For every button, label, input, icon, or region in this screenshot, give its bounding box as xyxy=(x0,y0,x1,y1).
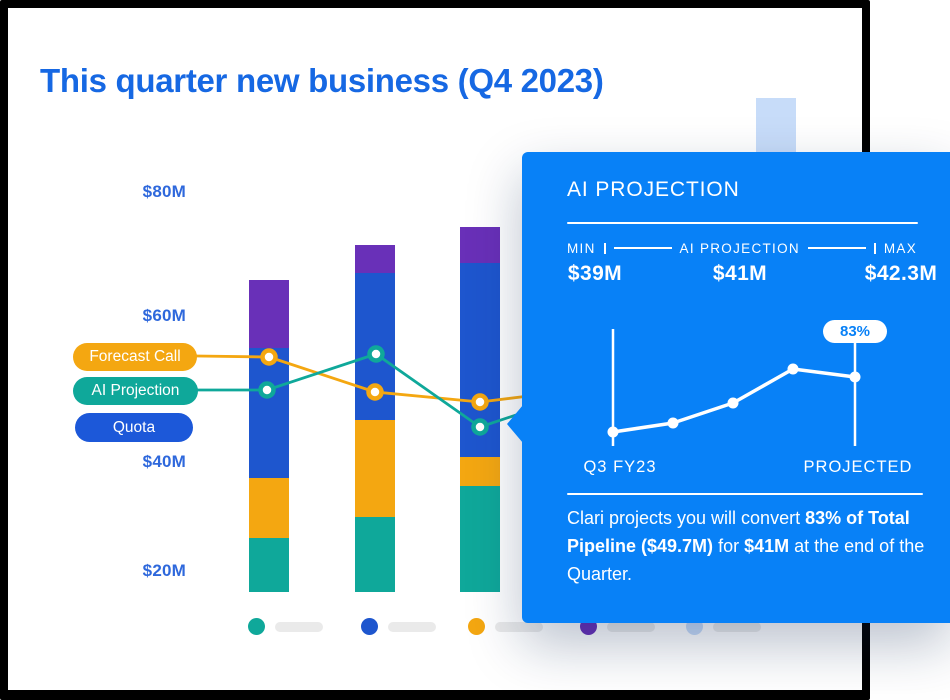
bar-1-segment-teal xyxy=(249,538,289,592)
max-value: $42.3M xyxy=(864,262,938,285)
ai-projection-point xyxy=(258,381,276,399)
legend-item-teal xyxy=(248,618,323,635)
page-title: This quarter new business (Q4 2023) xyxy=(40,62,604,100)
projection-trend-chart xyxy=(607,329,861,446)
trend-end-label: PROJECTED xyxy=(803,458,913,476)
range-max-label: MAX xyxy=(883,240,918,256)
legend-item-orange xyxy=(468,618,543,635)
trend-point xyxy=(607,426,619,438)
ai-projection-point xyxy=(367,345,385,363)
summary-highlight: $41M xyxy=(744,536,790,556)
range-mid-label: AI PROJECTION xyxy=(679,240,800,256)
panel-divider-top xyxy=(567,222,918,224)
conversion-badge: 83% xyxy=(823,320,887,343)
y-axis-label-80m: $80M xyxy=(142,182,186,201)
trend-point xyxy=(667,417,679,429)
summary-text: Clari projects you will convert xyxy=(567,508,806,528)
min-value: $39M xyxy=(567,262,623,285)
legend-skeleton-text xyxy=(275,621,323,632)
legend-dot-teal xyxy=(248,618,265,635)
forecast-call-pill[interactable]: Forecast Call xyxy=(73,343,197,371)
bar-3-segment-teal xyxy=(460,486,500,592)
range-tick-right-icon xyxy=(873,242,876,254)
quota-pill-label: Quota xyxy=(112,418,156,436)
trend-start-label: Q3 FY23 xyxy=(583,458,657,476)
ai-projection-panel: AI PROJECTION MIN AI PROJECTION MAX $39M… xyxy=(507,152,950,623)
legend-skeleton-text xyxy=(388,621,436,632)
bar-3-segment-purple xyxy=(460,227,500,263)
projection-value: $41M xyxy=(712,262,768,285)
bar-2-segment-orange xyxy=(355,420,395,517)
legend-dot-orange xyxy=(468,618,485,635)
bar-2-segment-teal xyxy=(355,517,395,592)
range-line-left xyxy=(613,247,672,249)
projection-range: MIN AI PROJECTION MAX xyxy=(567,238,917,258)
range-tick-left-icon xyxy=(603,242,606,254)
bar-1-segment-purple xyxy=(249,280,289,348)
forecast-call-point xyxy=(471,393,489,411)
projection-summary: Clari projects you will convert 83% of T… xyxy=(567,504,935,588)
quota-pill[interactable]: Quota xyxy=(75,413,193,442)
y-axis-label-60m: $60M xyxy=(142,306,186,325)
trend-point xyxy=(849,371,861,383)
legend-skeleton-text xyxy=(607,621,655,632)
legend-item-blue xyxy=(361,618,436,635)
range-line-right xyxy=(807,247,866,249)
bar-1-segment-orange xyxy=(249,478,289,538)
bar-2-segment-purple xyxy=(355,245,395,273)
legend-skeleton-text xyxy=(713,621,761,632)
range-min-label: MIN xyxy=(567,240,596,256)
panel-title: AI PROJECTION xyxy=(567,178,740,201)
forecast-call-point xyxy=(260,348,278,366)
ai-projection-pill[interactable]: AI Projection xyxy=(73,377,198,405)
forecast-call-point xyxy=(366,383,384,401)
trend-point xyxy=(787,363,799,375)
legend-skeleton-text xyxy=(495,621,543,632)
panel-divider-bottom xyxy=(567,493,923,495)
summary-highlight: 83% of Total Pipeline ($49.7M) xyxy=(567,508,910,556)
summary-text: for xyxy=(713,536,745,556)
y-axis-label-40m: $40M xyxy=(142,452,186,471)
ai-projection-point xyxy=(471,418,489,436)
trend-point xyxy=(727,397,739,409)
forecast-call-pill-label: Forecast Call xyxy=(89,348,181,365)
y-axis-label-20m: $20M xyxy=(142,561,186,580)
summary-text: at the end of the Quarter. xyxy=(567,536,925,584)
legend-dot-blue xyxy=(361,618,378,635)
panel-pointer-icon xyxy=(507,405,523,443)
bar-1-segment-blue xyxy=(249,348,289,478)
bar-3-segment-orange xyxy=(460,457,500,486)
ai-projection-pill-label: AI Projection xyxy=(91,382,180,399)
